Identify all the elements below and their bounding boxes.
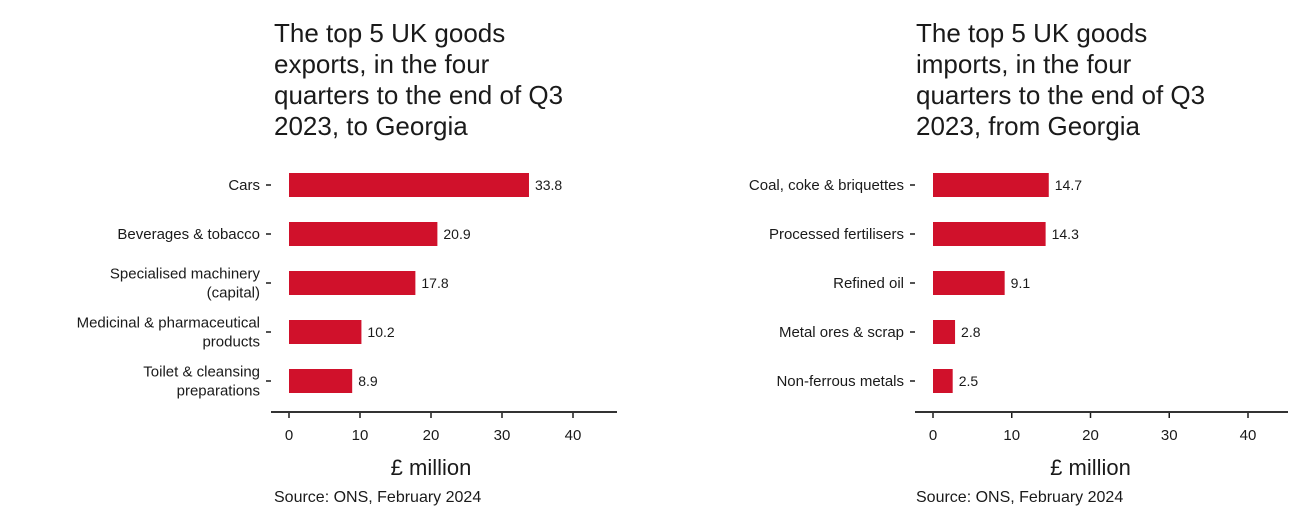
category-label: Coal, coke & briquettes xyxy=(749,177,904,194)
bar xyxy=(933,222,1046,246)
value-label: 20.9 xyxy=(443,226,470,242)
category-label: Processed fertilisers xyxy=(769,226,904,243)
category-label: Toilet & cleansing preparations xyxy=(143,364,260,400)
x-tick-label: 0 xyxy=(285,427,293,444)
bar xyxy=(933,271,1005,295)
category-label: Metal ores & scrap xyxy=(779,324,904,341)
x-tick-label: 0 xyxy=(929,427,937,444)
x-tick-label: 40 xyxy=(565,427,582,444)
category-label: Non-ferrous metals xyxy=(776,373,904,390)
category-label: Medicinal & pharmaceutical products xyxy=(77,315,260,351)
bar xyxy=(289,173,529,197)
x-tick-label: 20 xyxy=(1082,427,1099,444)
bar xyxy=(289,369,353,393)
exports-chart: The top 5 UK goods exports, in the four … xyxy=(0,0,645,510)
chart-source: Source: ONS, February 2024 xyxy=(916,489,1124,506)
value-label: 8.9 xyxy=(358,373,378,389)
bar xyxy=(933,369,953,393)
value-label: 17.8 xyxy=(421,275,448,291)
x-axis-title: £ million xyxy=(391,455,472,480)
x-tick-label: 10 xyxy=(1003,427,1020,444)
imports-plot: 14.7 Coal, coke & briquettes 14.3 Processed… xyxy=(749,173,1288,480)
x-tick-label: 30 xyxy=(1161,427,1178,444)
chart-source: Source: ONS, February 2024 xyxy=(274,489,482,506)
bar xyxy=(289,271,416,295)
bar xyxy=(933,320,956,344)
value-label: 33.8 xyxy=(535,177,562,193)
value-label: 9.1 xyxy=(1011,275,1031,291)
x-tick-label: 30 xyxy=(494,427,511,444)
x-tick-label: 40 xyxy=(1240,427,1257,444)
category-label: Cars xyxy=(228,177,260,194)
category-label: Refined oil xyxy=(833,275,904,292)
value-label: 2.5 xyxy=(959,373,979,389)
bar xyxy=(933,173,1049,197)
value-label: 10.2 xyxy=(367,324,394,340)
bar xyxy=(289,222,438,246)
chart-title: The top 5 UK goods exports, in the four … xyxy=(274,18,564,141)
exports-plot: 33.8 Cars 20.9 Beverages & tobacco 17.8 Speci… xyxy=(77,173,617,480)
imports-chart: The top 5 UK goods imports, in the four … xyxy=(645,0,1291,510)
category-label: Beverages & tobacco xyxy=(117,226,260,243)
value-label: 2.8 xyxy=(961,324,981,340)
value-label: 14.3 xyxy=(1052,226,1079,242)
x-axis-title: £ million xyxy=(1050,455,1131,480)
chart-title: The top 5 UK goods imports, in the four … xyxy=(916,18,1206,141)
value-label: 14.7 xyxy=(1055,177,1082,193)
bar xyxy=(289,320,362,344)
x-tick-label: 20 xyxy=(423,427,440,444)
category-label: Specialised machinery (capital) xyxy=(110,266,261,302)
x-tick-label: 10 xyxy=(352,427,369,444)
